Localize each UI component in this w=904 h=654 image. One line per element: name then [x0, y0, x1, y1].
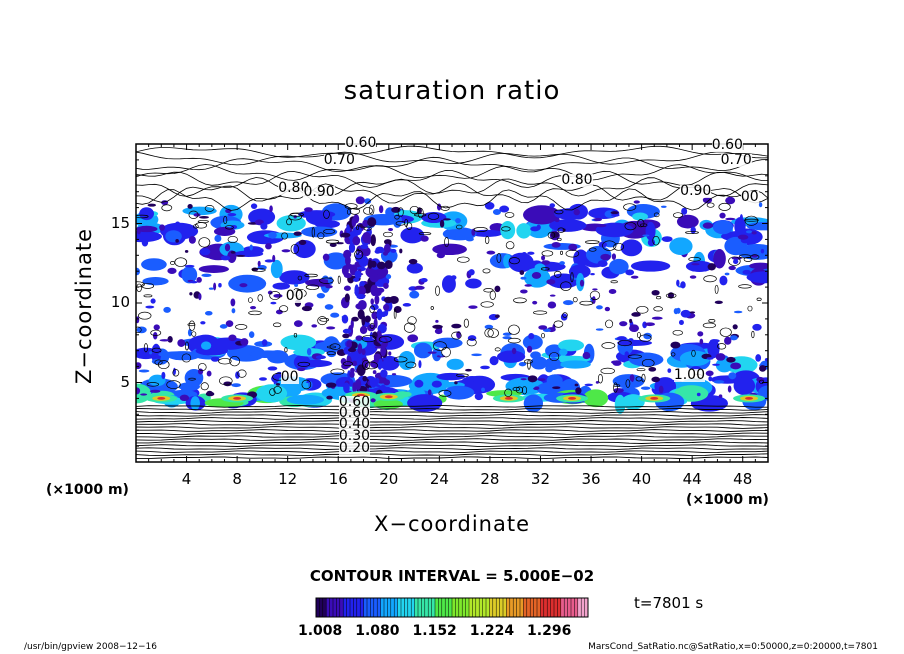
y-tick-label: 15 — [110, 213, 130, 232]
x-tick-label: 36 — [581, 470, 601, 488]
contour-label: 00 — [740, 189, 759, 206]
contour-label: 0.60 — [338, 405, 371, 422]
x-tick-label: 16 — [328, 470, 348, 488]
y-axis-unit: (×1000 m) — [46, 482, 129, 498]
x-tick-label: 20 — [379, 470, 399, 488]
x-tick-label: 32 — [530, 470, 551, 488]
colorbar-tick-label: 1.152 — [412, 623, 457, 639]
contour-label: 0.20 — [338, 440, 371, 457]
contour-label: 0.60 — [345, 135, 377, 151]
y-tick-label: 5 — [120, 372, 130, 391]
chart-title: saturation ratio — [343, 76, 561, 106]
footer-right: MarsCond_SatRatio.nc@SatRatio,x=0:50000,… — [588, 642, 878, 652]
contour-label: 0.70 — [720, 152, 752, 169]
colorbar-tick-label: 1.296 — [527, 623, 572, 639]
x-axis-unit: (×1000 m) — [686, 492, 769, 508]
contour-label: 00 — [285, 287, 304, 304]
colorbar-tick-label: 1.008 — [298, 623, 343, 639]
y-axis-label: Z−coordinate — [72, 228, 96, 384]
contour-label: 0.40 — [338, 416, 371, 433]
contour-label: 0.60 — [711, 136, 743, 153]
x-tick-label: 8 — [232, 470, 242, 488]
saturation-field — [136, 196, 768, 414]
contour-label: 0.90 — [303, 184, 335, 201]
colorbar-tick-label: 1.224 — [469, 623, 515, 639]
contour-label: 0.30 — [338, 427, 371, 444]
contour-interval: CONTOUR INTERVAL = 5.000E−02 — [309, 567, 595, 585]
contour-label: 0.60 — [338, 394, 371, 411]
x-axis-label: X−coordinate — [374, 512, 530, 536]
colorbar-tick-label: 1.080 — [355, 623, 400, 639]
x-tick-label: 40 — [632, 470, 652, 488]
contour-label: 0.80 — [561, 171, 593, 188]
footer-left: /usr/bin/gpview 2008−12−16 — [24, 642, 158, 652]
x-tick-label: 44 — [682, 470, 702, 488]
contour-label: 0.80 — [278, 179, 310, 196]
contour-lines — [136, 145, 768, 460]
x-tick-label: 24 — [429, 470, 449, 488]
colorbar — [315, 597, 589, 618]
x-tick-label: 28 — [480, 470, 500, 488]
contour-label: 1.00 — [673, 367, 705, 384]
x-tick-label: 48 — [733, 470, 753, 488]
x-tick-label: 12 — [278, 470, 298, 488]
contour-label: 0.70 — [323, 152, 355, 169]
y-axis-ticks — [136, 159, 768, 447]
contour-label: 00 — [280, 368, 299, 385]
y-tick-label: 10 — [110, 293, 130, 311]
x-tick-label: 4 — [181, 470, 192, 488]
time-label: t=7801 s — [634, 594, 704, 612]
contour-label: 0.90 — [680, 182, 712, 199]
